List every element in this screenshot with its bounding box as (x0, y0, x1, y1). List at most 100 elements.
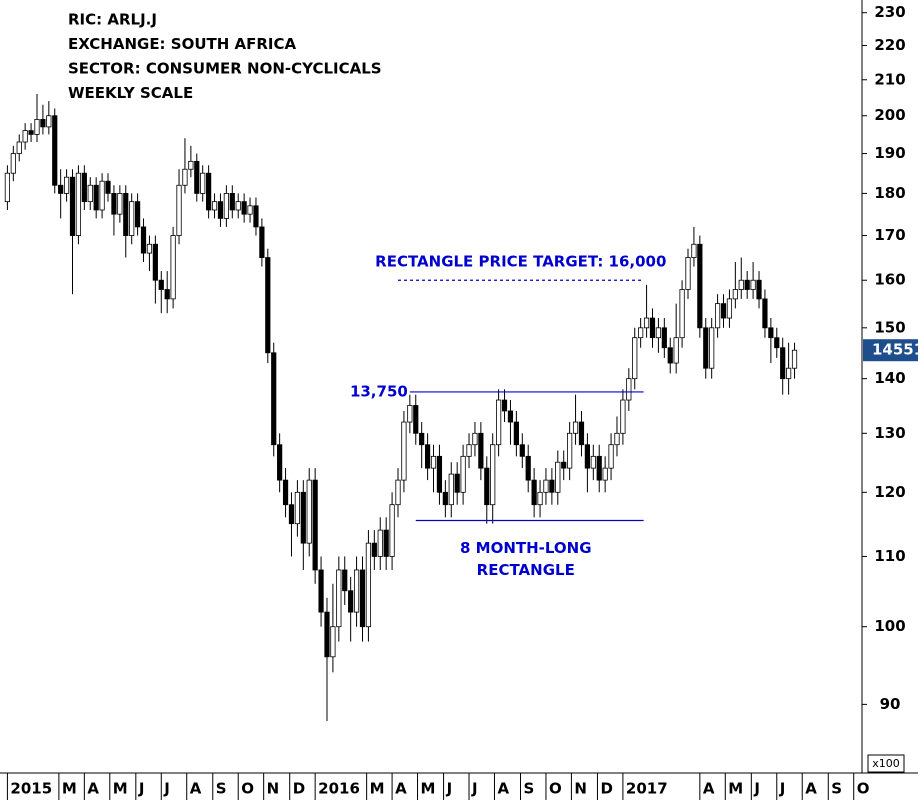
x-tick-label: 2015 (10, 780, 52, 798)
last-price-label: 14551 (872, 341, 918, 359)
candle-body (259, 226, 265, 258)
candle-body (720, 303, 727, 319)
x-tick-label: D (293, 780, 305, 798)
candle-body (596, 455, 602, 481)
candle-body (655, 327, 662, 339)
candle-body (182, 168, 188, 186)
last-price-tag (863, 339, 918, 362)
candle-body (401, 421, 407, 481)
candle-body (543, 479, 549, 493)
candle-body (200, 172, 206, 194)
candle-body (673, 337, 679, 364)
candle-body (194, 160, 200, 194)
y-tick-label: 220 (874, 36, 905, 54)
candle-body (791, 349, 798, 369)
candle-body (235, 201, 241, 211)
candle-body (10, 153, 16, 174)
title-line: EXCHANGE: SOUTH AFRICA (68, 35, 297, 53)
candle-body (229, 193, 235, 211)
candle-body (780, 347, 786, 380)
candle-body (188, 160, 194, 170)
candle-body (561, 461, 567, 469)
candle-body (466, 444, 472, 457)
candle-body (626, 378, 632, 401)
candle-body (277, 444, 283, 481)
x-tick-label: D (600, 780, 612, 798)
candle-body (330, 626, 336, 658)
candle-body (525, 455, 531, 481)
candle-body (738, 279, 744, 290)
candle-body (726, 298, 733, 319)
candle-body (206, 172, 212, 211)
candle-body (472, 432, 478, 446)
candle-body (306, 479, 312, 544)
candle-body (750, 279, 756, 290)
candle-body (247, 205, 253, 215)
x-tick-label: S (216, 780, 227, 798)
x-tick-label: S (524, 780, 535, 798)
candle-body (501, 399, 508, 412)
candle-body (555, 461, 561, 493)
candle-body (176, 184, 182, 236)
candle-body (632, 337, 638, 380)
candle-body (34, 119, 40, 135)
candle-body (460, 455, 466, 493)
candle-body (211, 201, 218, 211)
x-tick-label: A (805, 780, 817, 798)
candle-body (58, 184, 64, 194)
candle-body (496, 399, 502, 446)
x-tick-label: A (497, 780, 509, 798)
candle-body (744, 279, 750, 290)
candle-body (99, 180, 105, 211)
units-box (867, 754, 905, 773)
y-tick-label: 100 (874, 617, 905, 635)
y-tick-label: 230 (874, 3, 905, 21)
candle-body (93, 184, 99, 211)
x-tick-label: J (138, 780, 145, 798)
candle-body (40, 119, 46, 128)
x-tick-label: J (163, 780, 170, 798)
candle-body (129, 201, 135, 236)
candle-body (513, 421, 519, 446)
level-label: 13,750 (350, 382, 408, 400)
candle-body (158, 279, 164, 290)
title-block: RIC: ARLJ.J EXCHANGE: SOUTH AFRICA SECTOR:… (68, 11, 382, 103)
candle-body (16, 141, 22, 154)
candle-body (123, 193, 129, 236)
candle-body (436, 455, 443, 493)
candle-body (294, 491, 300, 525)
x-tick-label: A (190, 780, 202, 798)
pattern-label: RECTANGLE (477, 561, 575, 579)
x-tick-label: M (421, 780, 436, 798)
candle-body (324, 611, 330, 658)
y-tick-label: 160 (874, 271, 905, 289)
candle-body (762, 298, 768, 329)
candle-body (756, 279, 762, 300)
candle-body (253, 205, 259, 228)
candle-body (732, 289, 738, 300)
candle-body (584, 444, 590, 469)
candle-body (75, 172, 82, 236)
y-tick-label: 190 (874, 144, 905, 162)
candle-body (602, 467, 608, 481)
x-tick-label: J (779, 780, 786, 798)
candle-body (359, 569, 366, 628)
candle-body (661, 327, 667, 349)
candle-body (531, 479, 537, 506)
candle-body (353, 569, 360, 613)
candle-body (442, 491, 448, 506)
candle-body (679, 289, 685, 339)
candle-body (768, 327, 774, 339)
x-tick-label: O (241, 780, 254, 798)
candle-body (111, 193, 117, 215)
candle-body (478, 432, 484, 469)
candle-body (336, 569, 342, 628)
candle-body (407, 405, 413, 423)
x-tick-label: M (370, 780, 385, 798)
title-line: SECTOR: CONSUMER NON-CYCLICALS (68, 60, 382, 78)
candle-body (105, 180, 111, 194)
candle-body (507, 410, 514, 423)
x-tick-label: N (267, 780, 280, 798)
x-tick-label: A (87, 780, 99, 798)
